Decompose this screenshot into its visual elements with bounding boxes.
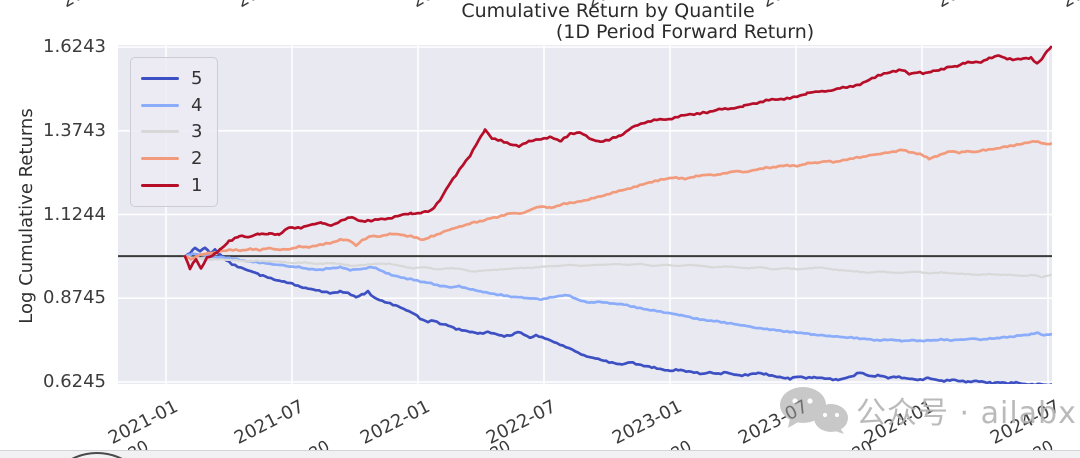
cropped-label-fragment-glyph: 20 xyxy=(852,440,876,450)
y-tick-label: 0.8745 xyxy=(43,287,106,309)
cropped-label-fragment: 20 xyxy=(1058,0,1080,12)
cropped-label-fragment: 20 xyxy=(128,440,158,450)
wechat-icon xyxy=(780,387,848,434)
x-tick-label: 2021-07 xyxy=(230,396,308,449)
cropped-label-fragment: 20 xyxy=(852,440,882,450)
legend-item: 3 xyxy=(141,121,207,142)
legend-line-swatch xyxy=(141,76,179,80)
cropped-label-fragment: 20 xyxy=(933,0,962,12)
cropped-label-fragment: 20 xyxy=(309,440,339,450)
series-line-quantile-2 xyxy=(183,139,1052,261)
legend-item: 5 xyxy=(141,68,207,89)
cropped-label-fragment-glyph: 20 xyxy=(671,440,695,450)
series-line-quantile-4 xyxy=(183,252,1052,343)
y-tick-label: 0.6245 xyxy=(43,371,106,392)
legend-line-swatch xyxy=(141,130,179,134)
y-tick-label: 1.6243 xyxy=(43,36,106,57)
cropped-label-fragment: 20 xyxy=(671,440,701,450)
bottom-edge-strip xyxy=(0,450,1080,458)
chart-title: Cumulative Return by Quantile xyxy=(461,0,755,22)
cropped-label-fragment-glyph: 20 xyxy=(1033,440,1057,450)
series-line-quantile-3 xyxy=(183,255,1052,279)
legend-label: 4 xyxy=(191,94,203,116)
series-line-quantile-1 xyxy=(183,45,1052,271)
watermark-text: 公众号 · ailabx xyxy=(856,396,1077,431)
cropped-label-fragment: 20 xyxy=(233,0,262,12)
legend-label: 3 xyxy=(191,121,203,143)
cropped-label-fragment-glyph: 20 xyxy=(128,440,152,450)
series-line-quantile-5 xyxy=(183,246,1052,384)
legend-label: 5 xyxy=(191,67,203,89)
legend-label: 1 xyxy=(191,175,203,197)
legend: 5 4 3 2 1 xyxy=(130,57,218,207)
cropped-label-fragment-glyph: 20 xyxy=(490,440,514,450)
legend-line-swatch xyxy=(141,103,179,107)
legend-item: 4 xyxy=(141,95,207,116)
legend-line-swatch xyxy=(141,184,179,188)
cropped-label-fragment: 20 xyxy=(490,440,520,450)
cropped-label-fragment-glyph: 20 xyxy=(309,440,333,450)
plot-area xyxy=(118,45,1052,384)
chart-canvas xyxy=(118,45,1052,384)
cropped-label-fragment: 20 xyxy=(1033,440,1063,450)
cropped-label-fragment: 20 xyxy=(58,0,87,12)
chart-subtitle: (1D Period Forward Return) xyxy=(555,21,815,43)
legend-item: 1 xyxy=(141,175,207,196)
legend-line-swatch xyxy=(141,157,179,161)
y-tick-label: 1.1244 xyxy=(43,203,106,225)
x-tick-label: 2022-01 xyxy=(356,396,434,449)
legend-label: 2 xyxy=(191,148,203,170)
y-tick-label: 1.3743 xyxy=(43,119,106,141)
legend-item: 2 xyxy=(141,148,207,169)
